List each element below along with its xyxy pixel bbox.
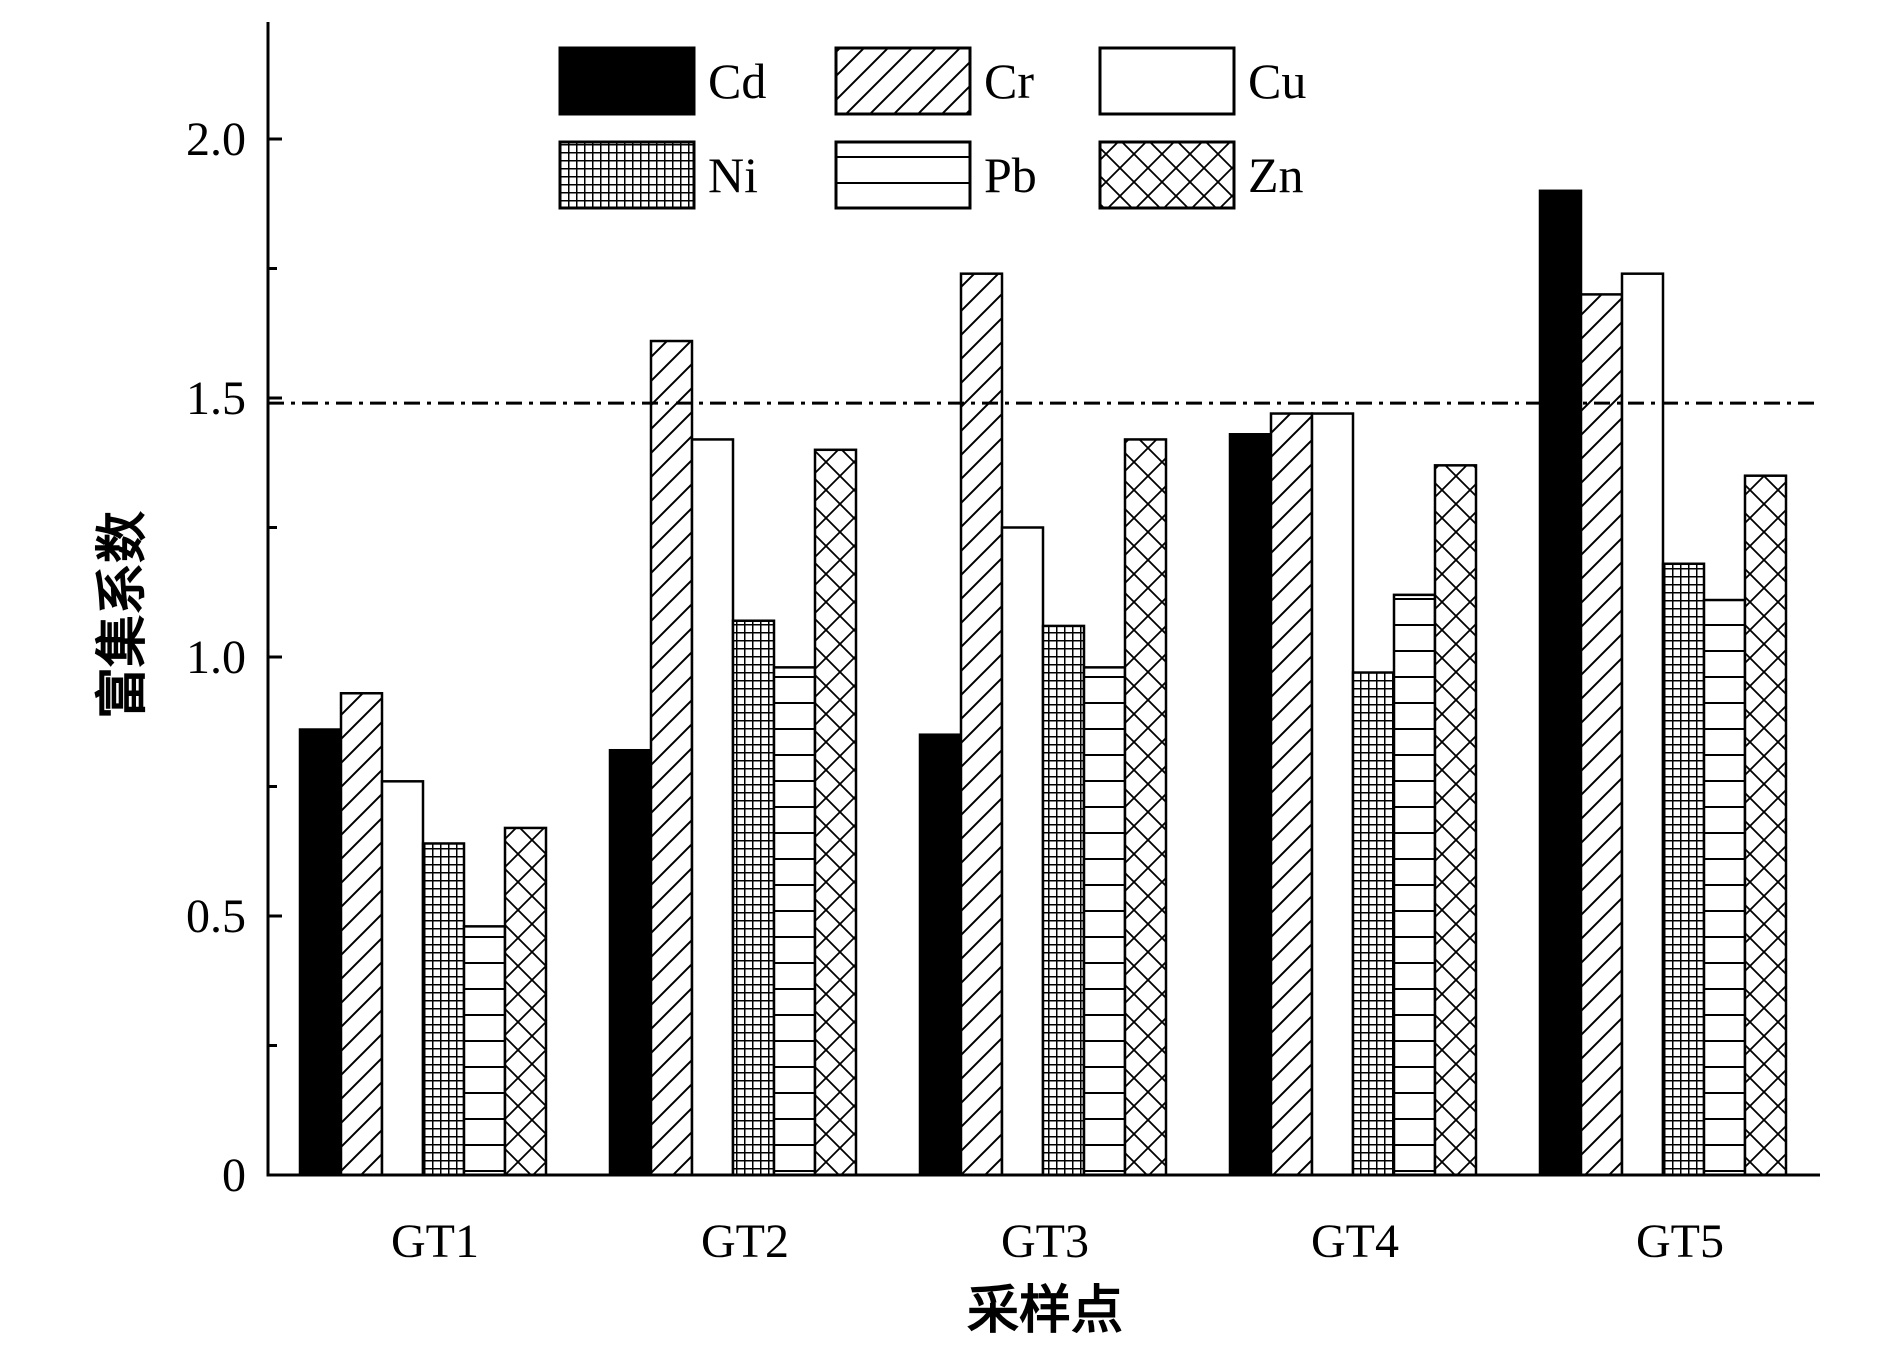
y-tick-label: 0.5 — [186, 890, 246, 943]
bar-cd-gt5 — [1538, 189, 1583, 1177]
legend-label-pb: Pb — [984, 147, 1037, 203]
bar-cr-gt4 — [1269, 412, 1314, 1177]
bar-ni-gt5 — [1661, 562, 1706, 1177]
bar-zn-gt3 — [1123, 438, 1168, 1177]
bar-ni-gt1 — [421, 842, 466, 1177]
bar-zn-gt5 — [1743, 474, 1788, 1177]
bar-cd-gt2 — [608, 748, 653, 1177]
y-tick-label: 0 — [222, 1149, 246, 1202]
bar-cr-gt2 — [649, 339, 694, 1177]
bar-cu-gt4 — [1310, 412, 1355, 1177]
x-category-label: GT2 — [701, 1215, 789, 1268]
bar-cr-gt5 — [1579, 293, 1624, 1177]
bar-zn-gt4 — [1433, 464, 1478, 1177]
bar-cr-gt3 — [959, 272, 1004, 1177]
x-category-label: GT3 — [1001, 1215, 1089, 1268]
x-axis-title: 采样点 — [967, 1281, 1123, 1341]
legend-swatch-cu — [1098, 46, 1236, 116]
legend-label-cu: Cu — [1248, 53, 1306, 109]
legend-label-cr: Cr — [984, 53, 1034, 109]
legend-label-zn: Zn — [1248, 147, 1304, 203]
x-category-label: GT4 — [1311, 1215, 1399, 1268]
legend-swatch-cd — [558, 46, 696, 116]
legend-label-cd: Cd — [708, 53, 766, 109]
bar-cu-gt1 — [380, 780, 425, 1177]
y-tick-label: 2.0 — [186, 113, 246, 166]
legend-swatch-zn — [1098, 140, 1236, 210]
bar-cd-gt4 — [1228, 433, 1273, 1177]
legend-swatch-cr — [834, 46, 972, 116]
bar-cu-gt5 — [1620, 272, 1665, 1177]
bar-ni-gt3 — [1041, 624, 1086, 1177]
x-category-label: GT1 — [391, 1215, 479, 1268]
bar-cd-gt3 — [918, 733, 963, 1177]
bar-ni-gt2 — [731, 619, 776, 1177]
bar-pb-gt1 — [462, 925, 507, 1177]
bar-ni-gt4 — [1351, 671, 1396, 1177]
y-tick-label: 1.0 — [186, 631, 246, 684]
legend-swatch-ni — [558, 140, 696, 210]
bar-cr-gt1 — [339, 692, 384, 1177]
legend-label-ni: Ni — [708, 147, 758, 203]
bar-pb-gt2 — [772, 666, 817, 1177]
y-axis-title: 富集系数 — [93, 511, 153, 719]
bar-cu-gt2 — [690, 438, 735, 1177]
bar-pb-gt3 — [1082, 666, 1127, 1177]
bar-zn-gt2 — [813, 448, 858, 1177]
y-tick-label: 1.5 — [186, 372, 246, 425]
x-category-label: GT5 — [1636, 1215, 1724, 1268]
bar-cd-gt1 — [298, 728, 343, 1177]
bar-zn-gt1 — [503, 826, 548, 1177]
bar-cu-gt3 — [1000, 526, 1045, 1177]
bar-pb-gt4 — [1392, 593, 1437, 1177]
bar-pb-gt5 — [1702, 598, 1747, 1177]
legend-swatch-pb — [834, 140, 972, 210]
